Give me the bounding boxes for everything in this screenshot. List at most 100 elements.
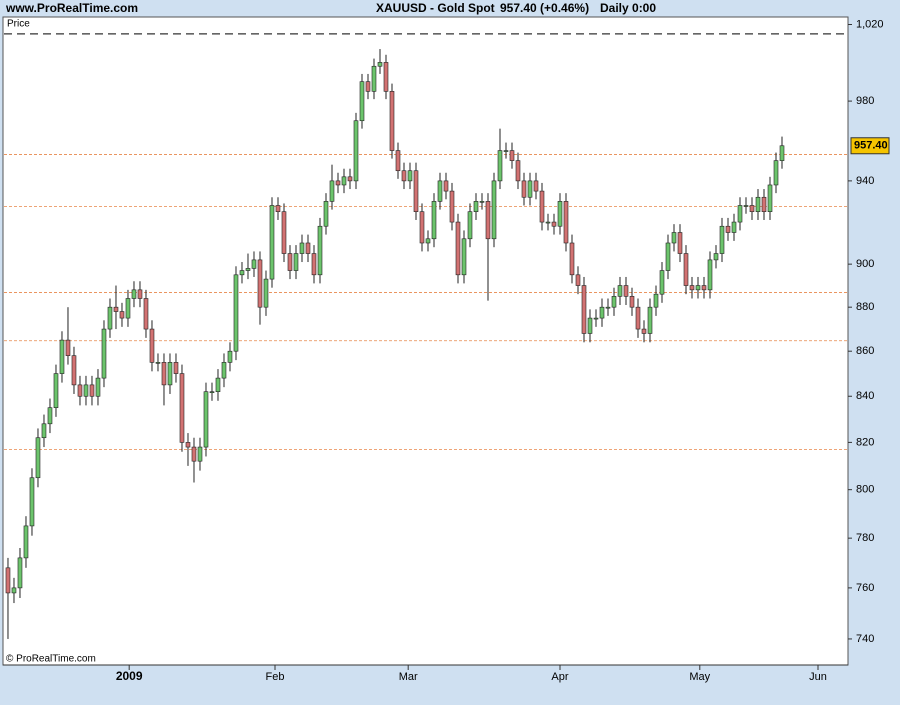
- x-tick-label: Jun: [809, 671, 827, 683]
- candle-body: [77, 384, 83, 397]
- candle-body: [773, 160, 779, 186]
- y-tick-label: 820: [856, 436, 874, 448]
- candle-body: [317, 225, 323, 276]
- last-price-label: 957.40: [854, 140, 888, 152]
- candle-body: [131, 289, 137, 299]
- y-tick-label: 760: [856, 582, 874, 594]
- candle-body: [83, 384, 89, 397]
- y-tick-label: 780: [856, 532, 874, 544]
- candle-body: [323, 201, 329, 227]
- x-tick-label: May: [689, 671, 710, 683]
- last-price-box: [850, 137, 890, 155]
- candle-body: [455, 221, 461, 276]
- candle-body: [179, 373, 185, 443]
- candle-body: [395, 150, 401, 172]
- candle-body: [371, 65, 377, 92]
- candle-body: [761, 196, 767, 212]
- candle-body: [305, 242, 311, 254]
- candle-body: [443, 180, 449, 192]
- candle-body: [575, 274, 581, 286]
- candle-body: [437, 180, 443, 202]
- y-tick-label: 800: [856, 484, 874, 496]
- y-tick-label: 860: [856, 345, 874, 357]
- y-tick-label: 1,020: [856, 18, 884, 30]
- candle-body: [593, 317, 599, 320]
- candle-body: [383, 62, 389, 92]
- x-tick-label: Mar: [399, 671, 418, 683]
- candle-body: [233, 274, 239, 352]
- candle-body: [353, 120, 359, 182]
- candle-body: [563, 201, 569, 244]
- candle-body: [143, 298, 149, 330]
- candle-body: [173, 362, 179, 374]
- candle-body: [191, 446, 197, 462]
- candle-body: [701, 285, 707, 291]
- candle-body: [473, 201, 479, 212]
- candle-body: [167, 362, 173, 386]
- panel-label: Price: [7, 19, 30, 30]
- candle-body: [635, 306, 641, 330]
- candle-body: [35, 437, 41, 479]
- candle-body: [659, 270, 665, 295]
- candle-body: [707, 259, 713, 291]
- candle-body: [335, 180, 341, 186]
- candle-body: [119, 311, 125, 319]
- candle-body: [671, 232, 677, 244]
- candle-body: [239, 270, 245, 276]
- candle-body: [269, 205, 275, 280]
- candle-body: [281, 211, 287, 254]
- candle-body: [17, 557, 23, 589]
- candle-body: [401, 170, 407, 182]
- candle-body: [95, 377, 101, 397]
- candle-body: [299, 242, 305, 254]
- candle-body: [53, 373, 59, 408]
- candle-body: [29, 477, 35, 527]
- candle-body: [719, 225, 725, 254]
- candle-body: [683, 253, 689, 286]
- candle-body: [359, 81, 365, 122]
- y-tick-label: 880: [856, 301, 874, 313]
- candle-body: [695, 285, 701, 291]
- candle-body: [227, 350, 233, 363]
- candle-body: [587, 317, 593, 334]
- candle-body: [251, 259, 257, 269]
- candle-body: [221, 362, 227, 379]
- candle-body: [419, 211, 425, 244]
- candle-body: [611, 296, 617, 308]
- candle-body: [65, 339, 71, 356]
- candle-body: [5, 567, 11, 594]
- candle-body: [539, 190, 545, 223]
- candle-body: [653, 293, 659, 308]
- candle-body: [737, 205, 743, 223]
- candle-body: [641, 328, 647, 334]
- candle-body: [485, 201, 491, 240]
- candle-body: [365, 81, 371, 92]
- symbol: XAUUSD - Gold Spot: [376, 1, 495, 15]
- candle-body: [779, 145, 785, 161]
- candle-body: [125, 298, 131, 319]
- candle-body: [257, 259, 263, 308]
- candle-body: [647, 306, 653, 334]
- candle-body: [461, 238, 467, 276]
- candle-body: [605, 306, 611, 309]
- candle-body: [713, 253, 719, 261]
- candle-body: [749, 205, 755, 212]
- candle-body: [527, 180, 533, 198]
- candle-body: [275, 205, 281, 212]
- candle-body: [137, 289, 143, 299]
- candle-body: [245, 268, 251, 271]
- y-tick-label: 840: [856, 390, 874, 402]
- candle-body: [545, 221, 551, 224]
- candle-body: [599, 306, 605, 319]
- candle-body: [377, 62, 383, 67]
- quote: 957.40 (+0.46%): [500, 1, 589, 15]
- candle-body: [449, 190, 455, 223]
- candle-body: [347, 176, 353, 182]
- candle-body: [71, 355, 77, 386]
- candle-body: [617, 285, 623, 297]
- candle-body: [47, 407, 53, 425]
- x-tick-label: Feb: [266, 671, 285, 683]
- candle-body: [467, 211, 473, 240]
- y-tick-label: 980: [856, 95, 874, 107]
